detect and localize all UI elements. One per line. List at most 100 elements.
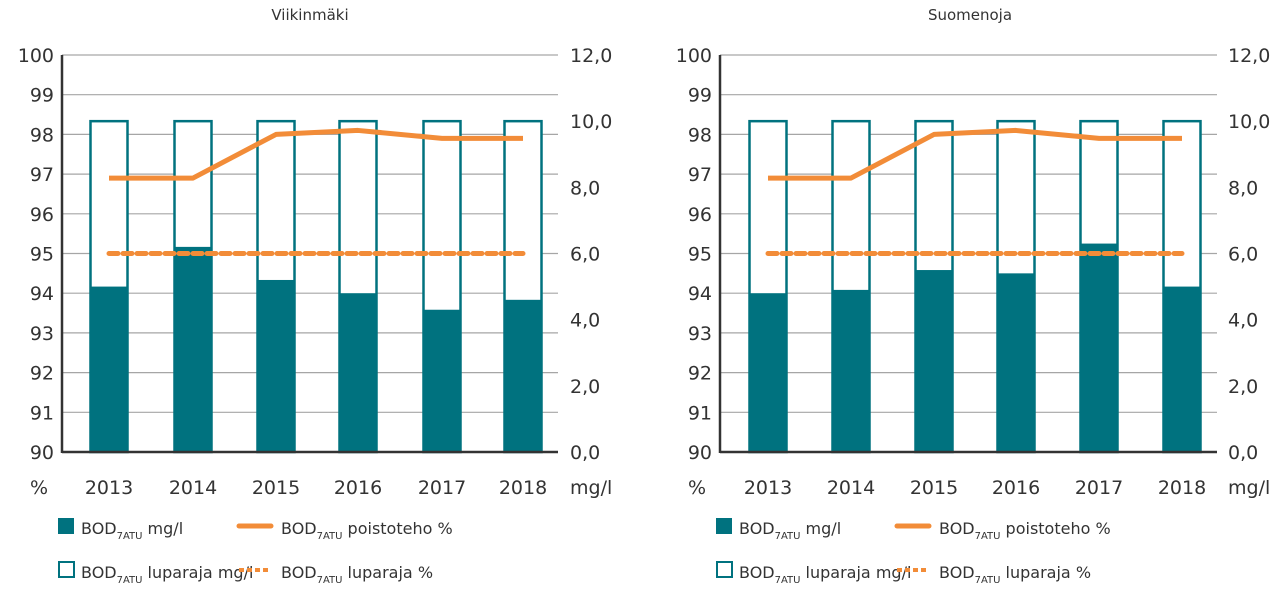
x-tick-label: 2013	[744, 477, 792, 499]
y-right-unit-label: mg/l	[1228, 477, 1270, 499]
y-right-tick-label: 2,0	[570, 376, 600, 398]
y-left-tick-label: 97	[30, 164, 54, 186]
y-right-tick-label: 12,0	[1228, 45, 1270, 67]
legend-label: BOD7ATU luparaja mg/l	[739, 563, 911, 586]
bar-bod-value	[503, 299, 543, 452]
y-left-tick-label: 92	[688, 363, 712, 385]
y-right-unit-label: mg/l	[570, 477, 612, 499]
y-left-unit-label: %	[688, 477, 706, 499]
legend-label-subscript: 7ATU	[117, 531, 143, 542]
legend-item: BOD7ATU luparaja mg/l	[58, 561, 253, 586]
legend-swatch-filled-bar-icon	[58, 518, 74, 534]
legend-label: BOD7ATU poistoteho %	[281, 519, 453, 542]
legend-label-subscript: 7ATU	[775, 575, 801, 586]
chart-title: Suomenoja	[928, 6, 1012, 24]
legend-item: BOD7ATU mg/l	[716, 518, 841, 542]
legend-label-main: BOD	[281, 563, 317, 582]
bar-bod-value	[422, 309, 462, 452]
legend-item: BOD7ATU luparaja %	[897, 563, 1091, 586]
legend-label-rest: mg/l	[800, 519, 841, 538]
y-left-tick-label: 94	[688, 283, 712, 305]
y-left-tick-label: 100	[676, 45, 712, 67]
legend-label-main: BOD	[739, 519, 775, 538]
y-left-tick-label: 94	[30, 283, 54, 305]
x-tick-label: 2017	[418, 477, 466, 499]
y-right-tick-label: 0,0	[570, 442, 600, 464]
legend-item: BOD7ATU poistoteho %	[236, 519, 453, 542]
y-left-tick-label: 95	[688, 244, 712, 266]
y-left-tick-label: 96	[30, 204, 54, 226]
x-tick-label: 2018	[499, 477, 547, 499]
legend-label-subscript: 7ATU	[975, 575, 1001, 586]
y-left-tick-label: 99	[30, 85, 54, 107]
y-right-tick-label: 10,0	[1228, 111, 1270, 133]
x-tick-label: 2017	[1075, 477, 1123, 499]
legend-label-subscript: 7ATU	[117, 575, 143, 586]
bar-bod-value	[748, 293, 788, 452]
y-right-tick-label: 6,0	[1228, 244, 1258, 266]
legend-item: BOD7ATU luparaja %	[239, 563, 433, 586]
chart-title: Viikinmäki	[271, 6, 348, 24]
y-right-tick-label: 4,0	[570, 310, 600, 332]
y-left-tick-label: 96	[688, 204, 712, 226]
chart-viikinmaki: Viikinmäki 90 91 92 93 94 95 96 97 98 99 100 0,0 2,0 4…	[18, 6, 613, 586]
legend-swatch-filled-bar-icon	[716, 518, 732, 534]
y-left-tick-label: 99	[688, 85, 712, 107]
bar-bod-value	[914, 270, 954, 452]
legend-swatch-outline-bar-icon	[716, 561, 733, 578]
bar-bod-value	[89, 286, 129, 452]
legend-label-main: BOD	[81, 519, 117, 538]
legend-label-main: BOD	[81, 563, 117, 582]
bar-bod-value	[1079, 243, 1119, 452]
y-left-tick-label: 97	[688, 164, 712, 186]
x-tick-label: 2014	[169, 477, 217, 499]
legend-item: BOD7ATU mg/l	[58, 518, 183, 542]
x-tick-label: 2016	[992, 477, 1040, 499]
legend-label-subscript: 7ATU	[975, 531, 1001, 542]
legend-label-rest: luparaja mg/l	[800, 563, 911, 582]
y-right-tick-label: 4,0	[1228, 310, 1258, 332]
y-left-tick-label: 93	[688, 323, 712, 345]
legend-label-rest: mg/l	[142, 519, 183, 538]
y-left-tick-label: 90	[30, 442, 54, 464]
line-removal-efficiency	[109, 127, 523, 181]
legend-label-rest: poistoteho %	[1000, 519, 1110, 538]
legend-label-main: BOD	[939, 563, 975, 582]
legend-label-rest: luparaja %	[342, 563, 433, 582]
y-left-tick-label: 95	[30, 244, 54, 266]
y-left-unit-label: %	[30, 477, 48, 499]
x-tick-label: 2014	[827, 477, 875, 499]
x-tick-label: 2015	[910, 477, 958, 499]
legend-label-subscript: 7ATU	[317, 531, 343, 542]
y-left-tick-label: 91	[30, 402, 54, 424]
legend-label: BOD7ATU mg/l	[81, 519, 183, 542]
legend-label-main: BOD	[281, 519, 317, 538]
y-left-tick-label: 98	[30, 124, 54, 146]
legend-label: BOD7ATU mg/l	[739, 519, 841, 542]
legend-label: BOD7ATU poistoteho %	[939, 519, 1111, 542]
chart-suomenoja: Suomenoja 90 91 92 93 94 95 96 97 98 99 100 0,0 2,0 4,…	[676, 6, 1271, 586]
y-left-tick-label: 100	[18, 45, 54, 67]
legend-item: BOD7ATU poistoteho %	[894, 519, 1111, 542]
x-tick-label: 2016	[334, 477, 382, 499]
legend-label-rest: poistoteho %	[342, 519, 452, 538]
legend-label-rest: luparaja %	[1000, 563, 1091, 582]
legend: BOD7ATU mg/l BOD7ATU poistoteho %BOD7ATU …	[716, 518, 1111, 586]
legend: BOD7ATU mg/l BOD7ATU poistoteho %BOD7ATU …	[58, 518, 453, 586]
legend-label-rest: luparaja mg/l	[142, 563, 253, 582]
legend-label: BOD7ATU luparaja %	[281, 563, 433, 586]
x-tick-label: 2013	[85, 477, 133, 499]
y-right-tick-label: 0,0	[1228, 442, 1258, 464]
bar-bod-value	[338, 293, 378, 452]
x-tick-label: 2018	[1158, 477, 1206, 499]
y-right-tick-label: 10,0	[570, 111, 612, 133]
y-left-tick-label: 98	[688, 124, 712, 146]
legend-swatch-outline-bar-icon	[58, 561, 75, 578]
y-left-tick-label: 92	[30, 363, 54, 385]
bar-bod-value	[996, 273, 1036, 452]
y-right-tick-label: 6,0	[570, 244, 600, 266]
bar-bod-value	[173, 246, 213, 452]
bar-bod-value	[831, 289, 871, 452]
x-tick-label: 2015	[252, 477, 300, 499]
